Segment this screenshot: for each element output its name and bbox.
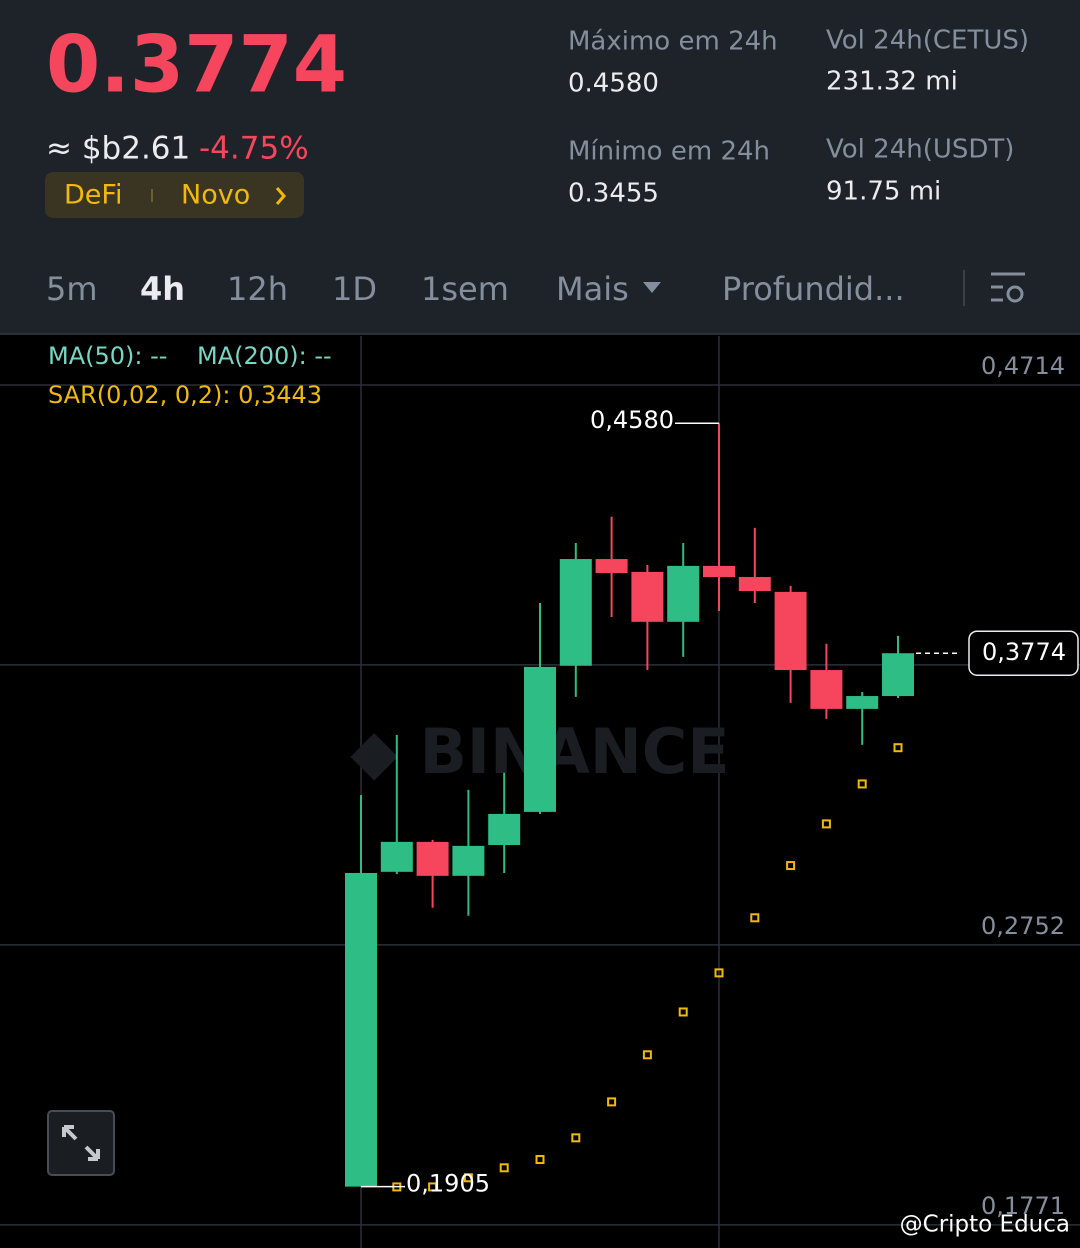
stat-label: Mínimo em 24h xyxy=(568,137,770,167)
stat-label: Vol 24h(USDT) xyxy=(826,135,1014,165)
sar-dot xyxy=(642,1050,652,1060)
sar-dot xyxy=(535,1155,545,1165)
candle-body xyxy=(703,565,735,578)
sar-dot xyxy=(428,1182,438,1192)
candle-body xyxy=(810,670,843,709)
stat-value: 91.75 mi xyxy=(826,177,941,207)
candle-body xyxy=(595,559,628,574)
sar-dot xyxy=(678,1007,688,1017)
candle-body xyxy=(667,565,700,622)
tab[interactable]: Mais xyxy=(556,270,629,308)
candle-body xyxy=(882,653,914,697)
dropdown-arrow xyxy=(643,282,661,293)
sar-dot xyxy=(571,1133,581,1143)
high-label: 0,4580 xyxy=(590,406,674,434)
candle-body xyxy=(846,696,879,709)
stat-value: 0.4580 xyxy=(568,69,659,99)
low-label: 0,1905 xyxy=(406,1170,490,1198)
candle-body xyxy=(631,571,664,622)
indicator-label: MA(200): -- xyxy=(197,342,332,370)
plot: 0,47140,37330,27520,17710,45800,19050,37… xyxy=(0,352,1080,1226)
last-price-box xyxy=(968,630,1079,676)
settings-icon[interactable] xyxy=(991,272,1025,303)
sar-dot xyxy=(463,1173,473,1183)
sar-dot xyxy=(857,779,867,789)
sar-dot xyxy=(786,861,796,871)
sar-dot xyxy=(607,1097,617,1107)
stat-label: Vol 24h(CETUS) xyxy=(826,26,1029,56)
tag-box[interactable] xyxy=(45,172,304,218)
change: -4.75% xyxy=(199,131,309,167)
tag[interactable]: Novo xyxy=(181,180,250,211)
candle-body xyxy=(738,577,771,592)
header-bg xyxy=(0,0,1080,335)
expand-icon xyxy=(62,1125,100,1161)
candle-body xyxy=(452,845,485,876)
y-tick-label: 0,1771 xyxy=(981,1192,1065,1220)
stat-value: 231.32 mi xyxy=(826,67,958,97)
sar-dot xyxy=(714,968,724,978)
candle-body xyxy=(416,841,449,876)
candle-body xyxy=(488,813,521,846)
expand-button[interactable] xyxy=(47,1110,115,1176)
candle-body xyxy=(380,841,413,872)
indicator-label: SAR(0,02, 0,2): 0,3443 xyxy=(48,381,322,409)
tab[interactable]: 1D xyxy=(332,270,377,308)
footer-credit: @Cripto Educa xyxy=(900,1212,1070,1238)
tag[interactable]: DeFi xyxy=(64,180,122,211)
sar-dot xyxy=(821,819,831,829)
sar-dot xyxy=(893,743,903,753)
price: 0.3774 xyxy=(46,20,347,110)
y-tick-label: 0,4714 xyxy=(981,352,1065,380)
tab[interactable]: 12h xyxy=(227,270,288,308)
y-tick-label: 0,2752 xyxy=(981,912,1065,940)
candle-body xyxy=(774,591,807,671)
stat-label: Máximo em 24h xyxy=(568,27,778,57)
chevron xyxy=(275,187,286,205)
sar-dot xyxy=(499,1163,509,1173)
tab[interactable]: 1sem xyxy=(421,270,509,308)
indicator-label: MA(50): -- xyxy=(48,342,167,370)
tab[interactable]: Profundid... xyxy=(722,270,905,308)
tab-active[interactable]: 4h xyxy=(140,270,185,308)
tab[interactable]: 5m xyxy=(46,270,98,308)
sar-dot xyxy=(750,913,760,923)
last-price-label: 0,3774 xyxy=(982,638,1066,666)
fiat-price: ≈ $b2.61 xyxy=(46,131,190,167)
candle-body xyxy=(559,559,592,666)
candle-body xyxy=(524,666,556,812)
stat-value: 0.3455 xyxy=(568,179,659,209)
candle-body xyxy=(345,872,377,1187)
